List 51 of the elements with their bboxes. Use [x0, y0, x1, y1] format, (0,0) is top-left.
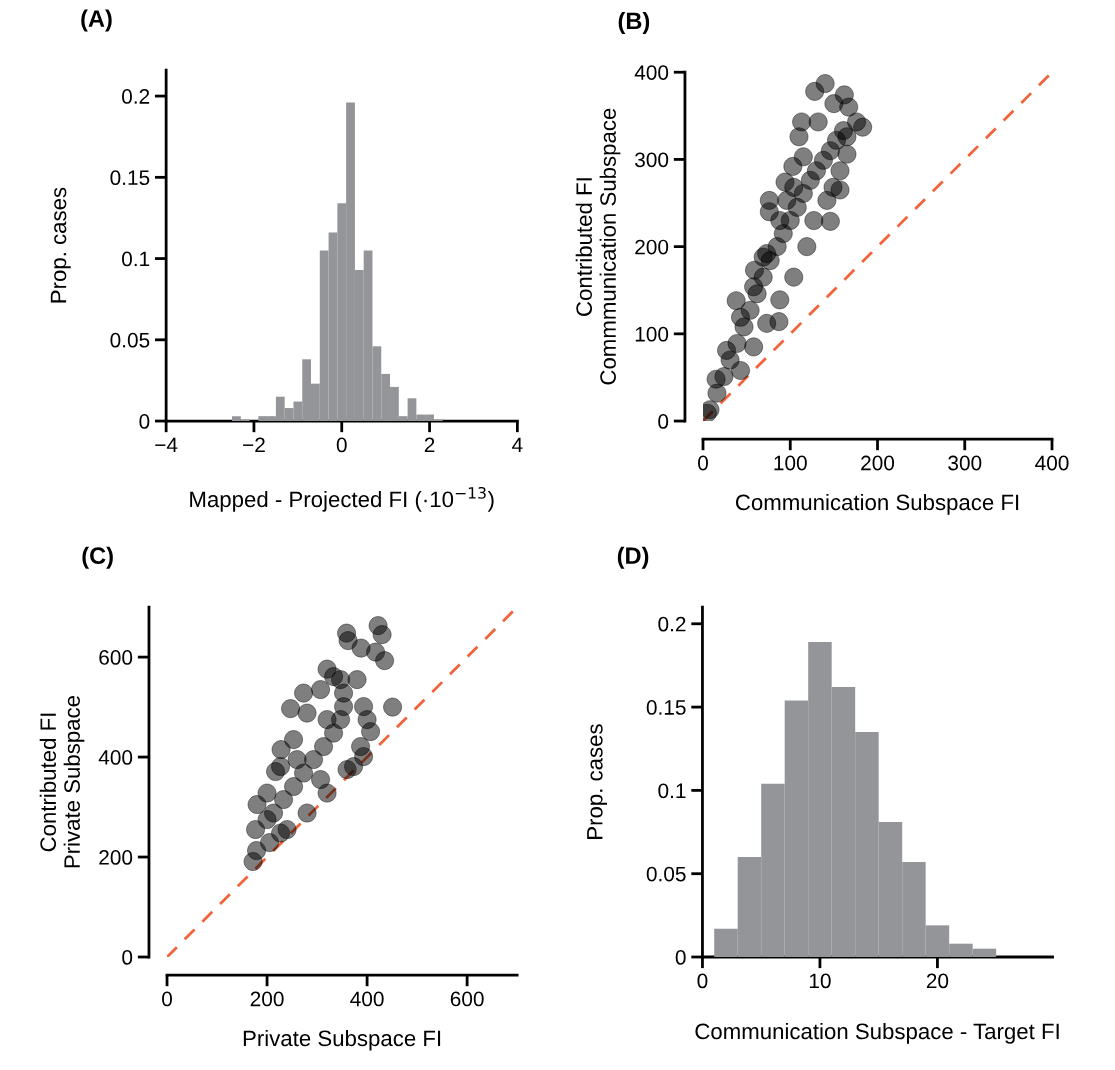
y-tick-label: 0.1 [122, 251, 150, 267]
x-tick-label: 600 [450, 991, 484, 1007]
x-tick-label: 0 [698, 455, 708, 471]
x-axis-title: Private Subspace FI [243, 1029, 441, 1051]
x-tick-label: 0 [336, 437, 347, 453]
y-axis-title: Prop. cases [50, 187, 71, 303]
x-axis-title: Communication Subspace - Target FI [695, 1022, 1059, 1044]
x-tick-label: 20 [926, 973, 949, 989]
y-tick-label: 100 [635, 326, 669, 342]
chart-title: (A) [81, 9, 112, 32]
x-tick-label: 200 [861, 455, 895, 471]
y-tick-label: 200 [99, 850, 133, 865]
x-tick-label: 10 [809, 973, 831, 989]
y-axis-title: Contributed FI Private Subspace [39, 695, 85, 868]
point [383, 697, 403, 717]
x-tick-label: 2 [424, 437, 435, 453]
y-tick-label: 0 [658, 414, 669, 429]
point [297, 803, 317, 823]
y-tick-label: 600 [99, 650, 133, 665]
point [351, 638, 371, 658]
y-tick-label: 0.2 [658, 616, 686, 632]
x-tick-label: −4 [155, 437, 178, 453]
y-tick-label: 400 [634, 65, 669, 80]
y-tick-label: 0.1 [658, 783, 686, 799]
x-tick-label: 4 [512, 437, 523, 453]
x-tick-label: −2 [243, 437, 265, 453]
y-tick-label: 400 [98, 750, 133, 765]
x-axis-title: Communication Subspace FI [735, 493, 1019, 515]
y-tick-label: 300 [635, 152, 669, 168]
y-tick-label: 0.2 [122, 89, 150, 104]
x-tick-label: 400 [1035, 455, 1069, 471]
x-tick-label: 300 [948, 455, 982, 471]
y-tick-label: 0 [122, 950, 133, 965]
y-tick-label: 0.05 [110, 332, 150, 348]
y-tick-label: 0.05 [646, 866, 686, 882]
chart-title: (C) [82, 546, 113, 569]
x-tick-label: 200 [250, 991, 284, 1007]
x-tick-label: 0 [162, 991, 173, 1007]
y-tick-label: 0.15 [110, 170, 150, 186]
x-tick-label: 100 [774, 455, 807, 471]
y-tick-label: 0 [675, 950, 686, 965]
chart-title: (D) [617, 546, 649, 569]
y-axis-title: Prop. cases [587, 724, 608, 839]
x-tick-label: 400 [350, 991, 384, 1007]
y-tick-label: 200 [635, 239, 669, 255]
y-axis-title: Contributed FI Commmunication Subspace [575, 108, 621, 385]
x-axis-title: Mapped - Projected FI (·10$^{−13}$) [190, 486, 494, 512]
x-tick-label: 0 [697, 973, 708, 989]
y-tick-label: 0 [139, 414, 150, 429]
y-tick-label: 0.15 [646, 700, 686, 715]
chart-title: (B) [618, 11, 650, 34]
